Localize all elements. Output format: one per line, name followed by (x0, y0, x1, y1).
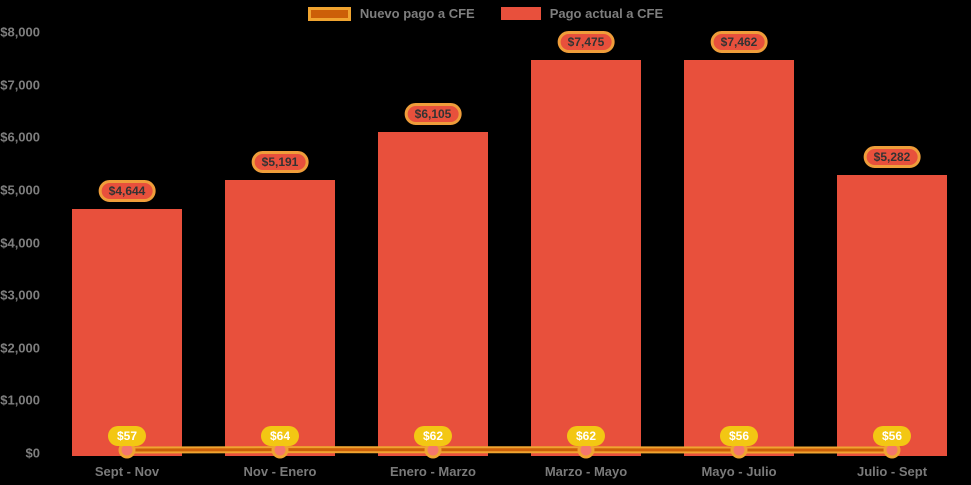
line-value-label: $64 (260, 425, 300, 446)
line-value-label: $56 (719, 426, 759, 447)
y-axis-tick-label: $4,000 (0, 235, 40, 250)
legend-label-nuevo-pago: Nuevo pago a CFE (359, 6, 475, 21)
bar-value-label: $7,475 (557, 30, 615, 53)
bar-pago-actual[interactable] (72, 208, 182, 456)
x-axis-category-label: Nov - Enero (243, 464, 317, 479)
bar-pago-actual[interactable] (684, 60, 794, 456)
line-value-label: $62 (413, 425, 453, 446)
legend-line-swatch-icon (307, 6, 351, 21)
y-axis-tick-label: $6,000 (0, 129, 40, 145)
y-axis-tick-label: $2,000 (0, 340, 40, 356)
legend-bar-swatch-icon (500, 7, 541, 20)
bar-pago-actual[interactable] (225, 179, 335, 456)
legend-item-pago-actual[interactable]: Pago actual a CFE (500, 6, 664, 21)
y-axis-tick-label: $0 (25, 445, 40, 461)
bar-value-label: $5,191 (251, 150, 309, 173)
legend-label-pago-actual: Pago actual a CFE (549, 6, 664, 21)
x-axis-category-label: Sept - Nov (94, 464, 160, 479)
legend: Nuevo pago a CFE Pago actual a CFE (0, 6, 971, 21)
line-value-label: $57 (107, 426, 147, 446)
line-value-label: $56 (872, 426, 912, 447)
bar-value-label: $4,644 (98, 179, 156, 202)
line-value-label: $62 (566, 425, 606, 446)
y-axis-tick-label: $3,000 (0, 287, 40, 303)
bar-pago-actual[interactable] (837, 175, 947, 456)
y-axis-tick-label: $8,000 (0, 24, 40, 40)
bar-pago-actual[interactable] (378, 131, 488, 456)
bar-value-label: $6,105 (404, 102, 462, 125)
bar-pago-actual[interactable] (531, 59, 641, 456)
y-axis-tick-label: $5,000 (0, 182, 40, 198)
y-axis-tick-label: $7,000 (0, 77, 40, 93)
x-axis-category-label: Julio - Sept (856, 464, 928, 479)
bar-value-label: $7,462 (710, 31, 768, 54)
x-axis-category-label: Marzo - Mayo (544, 464, 628, 479)
x-axis-category-label: Enero - Marzo (390, 464, 476, 479)
y-axis-tick-label: $1,000 (0, 392, 40, 408)
legend-item-nuevo-pago[interactable]: Nuevo pago a CFE (307, 6, 475, 21)
bar-value-label: $5,282 (863, 146, 921, 169)
x-axis-category-label: Mayo - Julio (701, 464, 777, 479)
